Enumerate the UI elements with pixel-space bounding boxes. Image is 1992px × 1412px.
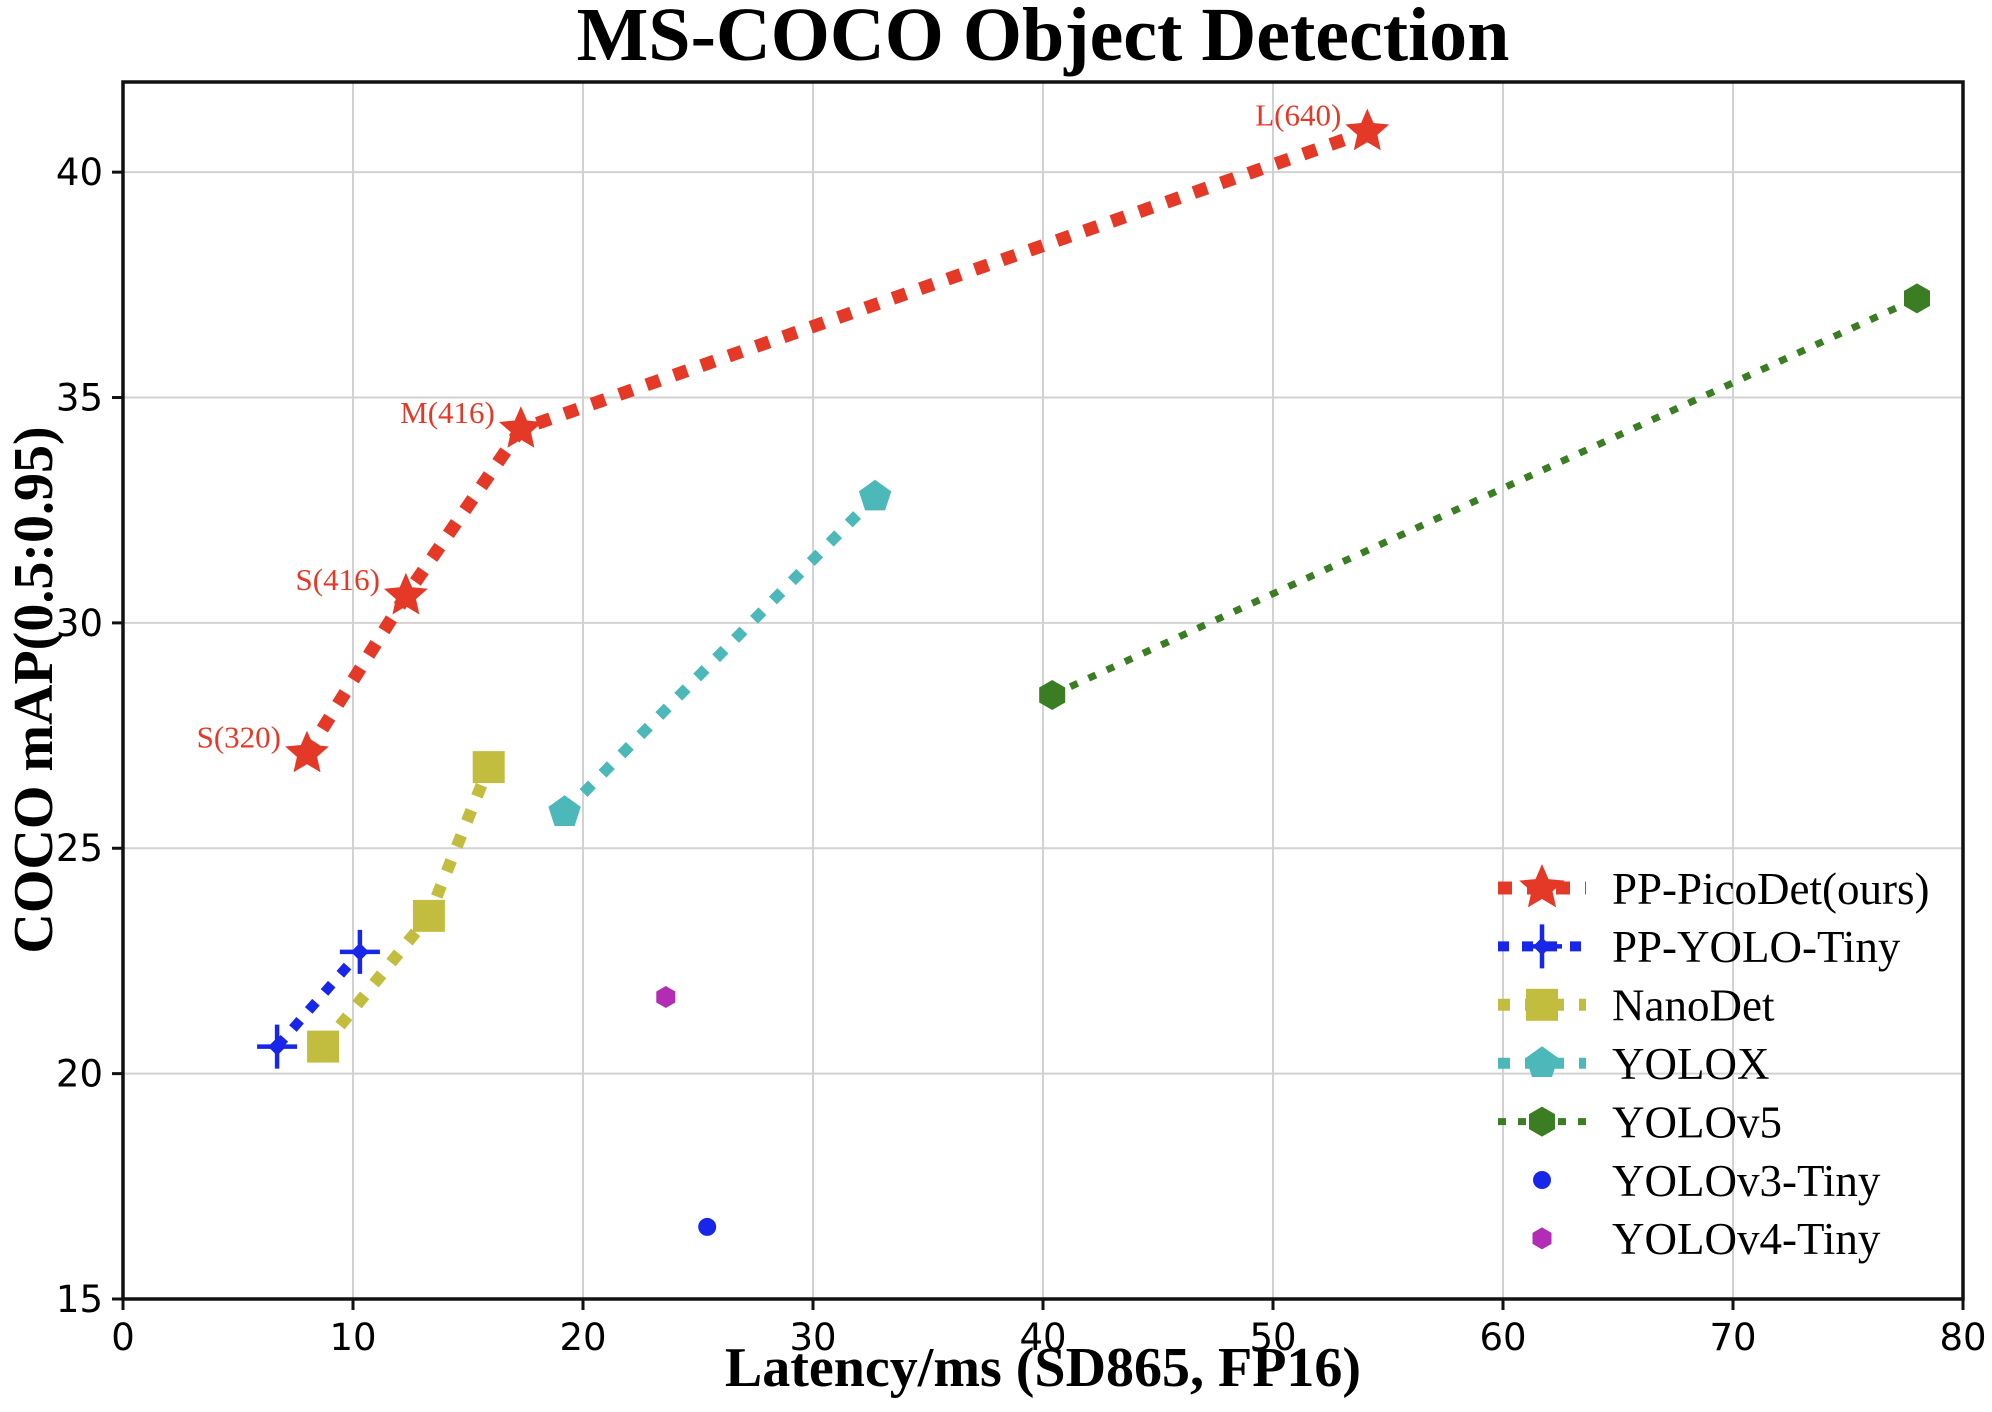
marker-hexagon-yolov4-tiny — [656, 986, 676, 1008]
marker-star-pp-picodet-ours — [1345, 108, 1390, 151]
legend-label-yolov3-tiny: YOLOv3-Tiny — [1612, 1156, 1881, 1206]
marker-plus-pp-yolo-tiny — [268, 1037, 287, 1056]
x-tick-label-80: 80 — [1939, 1316, 1986, 1359]
marker-square-nanodet — [472, 751, 505, 784]
marker-plus-pp-yolo-tiny — [1533, 937, 1551, 956]
marker-pentagon-yolox — [1525, 1046, 1559, 1077]
marker-square-nanodet — [412, 899, 445, 932]
line-pp-yolo-tiny — [273, 948, 364, 1050]
marker-hexagon-yolov5 — [1039, 680, 1066, 710]
line-yolov5 — [1050, 295, 1919, 699]
x-tick-label-60: 60 — [1479, 1316, 1526, 1359]
legend-label-pp-yolo-tiny: PP-YOLO-Tiny — [1612, 922, 1901, 972]
marker-circle-yolov3-tiny — [1533, 1171, 1551, 1189]
x-axis-label: Latency/ms (SD865, FP16) — [724, 1337, 1362, 1399]
y-tick-label-20: 20 — [56, 1053, 103, 1096]
x-tick-label-0: 0 — [111, 1316, 135, 1359]
annotation-s-320: S(320) — [197, 720, 281, 755]
legend-label-nanodet: NanoDet — [1612, 981, 1775, 1031]
chart-title: MS-COCO Object Detection — [576, 0, 1510, 77]
legend-label-yolov4-tiny: YOLOv4-Tiny — [1612, 1214, 1881, 1264]
line-nanodet — [318, 764, 495, 1051]
annotation-m-416: M(416) — [400, 395, 495, 430]
marker-hexagon-yolov5 — [1904, 283, 1930, 314]
marker-hexagon-yolov5 — [1529, 1106, 1555, 1137]
line-yolox — [560, 492, 880, 817]
marker-plus-pp-yolo-tiny — [350, 942, 369, 961]
y-tick-label-15: 15 — [56, 1278, 103, 1321]
x-tick-label-40: 40 — [1019, 1316, 1066, 1359]
marker-star-pp-picodet-ours — [499, 406, 543, 448]
marker-star-pp-picodet-ours — [384, 572, 428, 615]
marker-hexagon-yolov4-tiny — [1532, 1227, 1552, 1250]
line-pp-picodet-ours — [301, 125, 1370, 758]
marker-star-pp-picodet-ours — [285, 730, 329, 773]
y-tick-label-35: 35 — [56, 376, 103, 419]
x-tick-label-30: 30 — [789, 1316, 836, 1359]
marker-pentagon-yolox — [548, 795, 581, 826]
marker-circle-yolov3-tiny — [698, 1217, 717, 1236]
y-tick-label-40: 40 — [56, 151, 103, 194]
legend-label-yolox: YOLOX — [1612, 1039, 1769, 1089]
x-tick-label-10: 10 — [329, 1316, 376, 1359]
x-tick-label-20: 20 — [559, 1316, 606, 1359]
annotation-s-416: S(416) — [296, 562, 380, 597]
legend-label-pp-picodet-ours: PP-PicoDet(ours) — [1612, 864, 1929, 914]
legend-label-yolov5: YOLOv5 — [1612, 1097, 1782, 1147]
y-axis-label: COCO mAP(0.5:0.95) — [3, 426, 65, 954]
annotation-l-640: L(640) — [1255, 98, 1341, 133]
marker-star-pp-picodet-ours — [1519, 864, 1565, 908]
marker-square-nanodet — [307, 1030, 340, 1063]
marker-square-nanodet — [1526, 988, 1558, 1021]
x-tick-label-70: 70 — [1709, 1316, 1756, 1359]
y-tick-label-25: 25 — [56, 827, 103, 870]
x-tick-label-50: 50 — [1249, 1316, 1296, 1359]
marker-pentagon-yolox — [858, 479, 892, 511]
y-tick-label-30: 30 — [56, 602, 103, 645]
